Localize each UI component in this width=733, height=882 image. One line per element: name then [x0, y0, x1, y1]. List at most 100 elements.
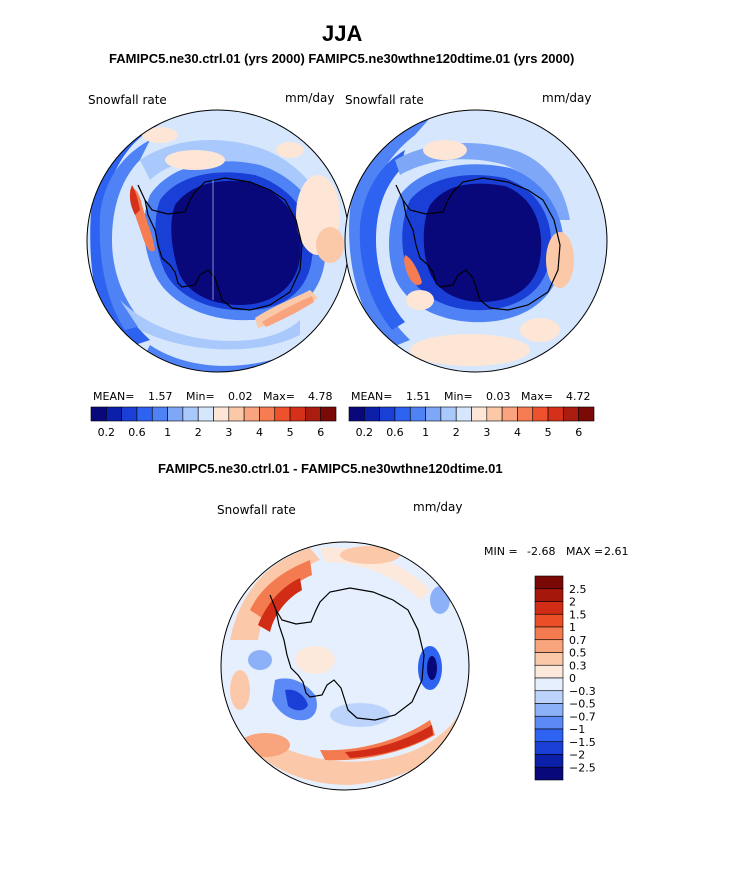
colorbar-tick-label: −1.5 [569, 736, 596, 749]
colorbar-tick-label: 3 [225, 426, 232, 439]
colorbar-swatch [106, 406, 122, 422]
colorbar-tick-label: 1 [422, 426, 429, 439]
colorbar-swatch [534, 728, 564, 743]
colorbar-swatch [121, 406, 138, 422]
colorbar-swatch [563, 406, 579, 422]
colorbar-swatch [534, 715, 564, 730]
colorbar-tick-label: 0.6 [386, 426, 404, 439]
colorbar-swatch [534, 652, 564, 666]
colorbar-swatch [364, 406, 380, 422]
colorbar-tick-label: 4 [514, 426, 521, 439]
panel2-units: mm/day [542, 91, 592, 105]
panel2-map-border [344, 109, 608, 373]
colorbar-swatch [534, 677, 564, 692]
panel-subtitle: FAMIPC5.ne30.ctrl.01 (yrs 2000) FAMIPC5.… [109, 51, 575, 66]
colorbar-tick-label: 6 [317, 426, 324, 439]
colorbar-swatch [534, 754, 564, 768]
colorbar-tick-label: 0.2 [356, 426, 374, 439]
colorbar-tick-label: 1 [569, 621, 576, 634]
panel2-mean-label: MEAN= [351, 390, 393, 403]
colorbar-swatch [274, 406, 291, 422]
colorbar-swatch [167, 406, 184, 422]
diff-units: mm/day [413, 500, 463, 514]
colorbar-swatch [547, 406, 564, 422]
colorbar-tick-label: −2 [569, 749, 585, 762]
colorbar-swatch [534, 766, 564, 781]
colorbar-swatch [534, 588, 564, 602]
colorbar-swatch [259, 406, 276, 422]
colorbar-tick-label: 4 [256, 426, 263, 439]
colorbar-swatch [534, 690, 564, 704]
colorbar-tick-label: 0.5 [569, 647, 587, 660]
colorbar-diff: 2.521.510.70.50.30−0.3−0.5−0.7−1−1.5−2−2… [534, 575, 596, 781]
colorbar-tick-label: 0 [569, 672, 576, 685]
colorbar-swatch [578, 406, 595, 422]
panel1-max-label: Max= [263, 390, 295, 403]
colorbar-swatch [501, 406, 518, 422]
colorbar-panel1: 0.2 0.6 1 2 3 4 5 6 [90, 406, 337, 439]
panel1-max-value: 4.78 [308, 390, 333, 403]
colorbar-tick-label: 2 [569, 596, 576, 609]
colorbar-swatch [228, 406, 245, 422]
colorbar-swatch [534, 703, 564, 717]
panel1-variable: Snowfall rate [88, 93, 167, 107]
colorbar-swatch [182, 406, 199, 422]
colorbar-swatch [305, 406, 321, 422]
colorbar-tick-label: 1.5 [569, 608, 587, 621]
panel2-map [345, 110, 607, 372]
colorbar-panel2: 0.2 0.6 1 2 3 4 5 6 [348, 406, 595, 439]
colorbar-swatch [379, 406, 396, 422]
colorbar-swatch [320, 406, 337, 422]
panel1-map [87, 110, 349, 372]
diff-title: FAMIPC5.ne30.ctrl.01 - FAMIPC5.ne30wthne… [158, 461, 503, 476]
panel2-mean-value: 1.51 [406, 390, 431, 403]
diff-min-value: -2.68 [527, 545, 556, 558]
colorbar-tick-label: 5 [287, 426, 294, 439]
colorbar-swatch [517, 406, 534, 422]
diff-map [221, 542, 469, 790]
colorbar-swatch [425, 406, 442, 422]
panel2-min-label: Min= [444, 390, 473, 403]
colorbar-swatch [213, 406, 230, 422]
diff-max-value: 2.61 [604, 545, 629, 558]
panel2-max-value: 4.72 [566, 390, 591, 403]
colorbar-swatch [455, 406, 472, 422]
colorbar-swatch [136, 406, 153, 422]
colorbar-swatch [409, 406, 426, 422]
colorbar-swatch [440, 406, 457, 422]
colorbar-tick-label: 2.5 [569, 583, 587, 596]
colorbar-tick-label: 0.3 [569, 659, 587, 672]
panel2-max-label: Max= [521, 390, 553, 403]
colorbar-tick-label: −1 [569, 723, 585, 736]
colorbar-swatch [348, 406, 365, 422]
panel1-units: mm/day [285, 91, 335, 105]
colorbar-swatch [534, 575, 564, 590]
colorbar-swatch [534, 601, 564, 615]
colorbar-swatch [243, 406, 260, 422]
panel1-mean-value: 1.57 [148, 390, 173, 403]
colorbar-swatch [197, 406, 214, 422]
diff-map-border [220, 541, 470, 791]
colorbar-swatch [534, 626, 564, 641]
colorbar-tick-label: 3 [483, 426, 490, 439]
colorbar-tick-label: −0.5 [569, 698, 596, 711]
diff-variable: Snowfall rate [217, 503, 296, 517]
colorbar-swatch [532, 406, 549, 422]
panel2-variable: Snowfall rate [345, 93, 424, 107]
colorbar-swatch [534, 613, 564, 628]
colorbar-swatch [151, 406, 168, 422]
diff-min-label: MIN = [484, 545, 518, 558]
panel2-min-value: 0.03 [486, 390, 511, 403]
colorbar-tick-label: −0.3 [569, 685, 596, 698]
colorbar-swatch [534, 741, 564, 755]
colorbar-swatch [534, 639, 564, 653]
colorbar-swatch [486, 406, 503, 422]
colorbar-tick-label: 2 [195, 426, 202, 439]
colorbar-tick-label: 0.2 [98, 426, 116, 439]
colorbar-tick-label: 1 [164, 426, 171, 439]
colorbar-tick-label: −2.5 [569, 761, 596, 774]
colorbar-tick-label: 0.7 [569, 634, 587, 647]
panel1-min-label: Min= [186, 390, 215, 403]
page-title: JJA [322, 21, 363, 46]
